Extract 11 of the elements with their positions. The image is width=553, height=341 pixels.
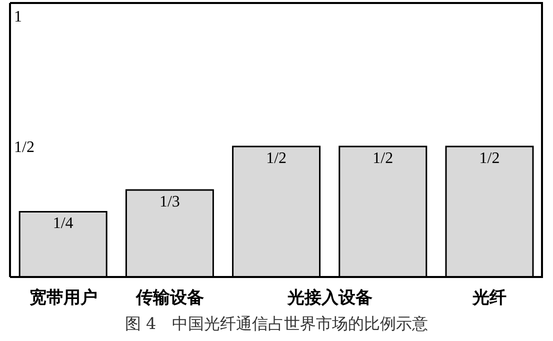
- x-tick-label: 宽带用户: [29, 288, 98, 308]
- x-tick-label: 光接入设备: [286, 288, 372, 308]
- caption: 图 4 中国光纤通信占世界市场的比例示意: [124, 314, 430, 335]
- data-label: 1/2: [479, 150, 500, 167]
- data-label: 1/3: [159, 193, 180, 210]
- data-label: 1/4: [52, 215, 74, 232]
- data-label: 1/2: [266, 150, 287, 167]
- y-tick-label: 1: [14, 8, 22, 26]
- data-label: 1/2: [372, 150, 394, 167]
- x-tick-label: 光纤: [472, 288, 507, 308]
- x-tick-label: 传输设备: [134, 288, 204, 308]
